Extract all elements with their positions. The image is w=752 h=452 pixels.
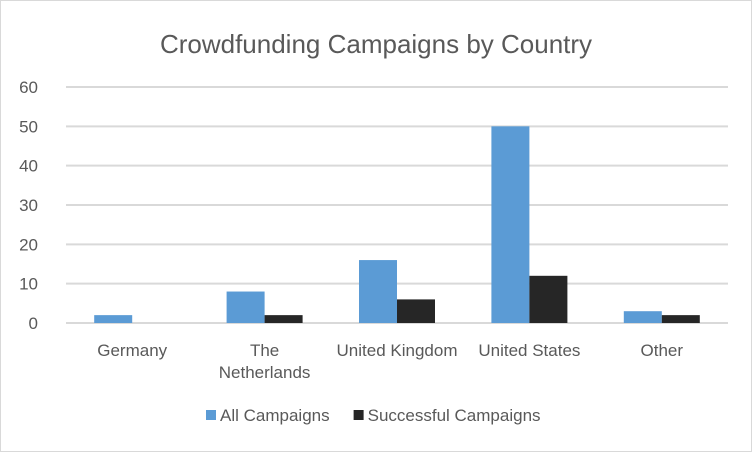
y-tick-label: 30: [19, 196, 38, 215]
x-tick-label: United Kingdom: [337, 341, 458, 360]
y-tick-label: 20: [19, 235, 38, 254]
bar-all-campaigns: [623, 311, 662, 323]
legend-label: Successful Campaigns: [368, 406, 541, 425]
chart-title: Crowdfunding Campaigns by Country: [160, 29, 592, 59]
bar-successful-campaigns: [661, 315, 700, 323]
bar-all-campaigns: [94, 315, 133, 323]
bar-successful-campaigns: [397, 299, 435, 323]
legend-swatch: [206, 410, 216, 420]
y-tick-label: 10: [19, 275, 38, 294]
y-tick-label: 60: [19, 78, 38, 97]
x-tick-label: Other: [641, 341, 684, 360]
bar-all-campaigns: [226, 291, 265, 323]
y-tick-label: 50: [19, 117, 38, 136]
y-tick-label: 0: [29, 314, 38, 333]
x-tick-label: Germany: [97, 341, 167, 360]
bar-successful-campaigns: [264, 315, 303, 323]
x-tick-label: The: [250, 341, 279, 360]
x-tick-label: Netherlands: [219, 363, 311, 382]
x-tick-label: United States: [478, 341, 580, 360]
legend-swatch: [353, 410, 364, 420]
y-tick-label: 40: [19, 157, 38, 176]
bar-all-campaigns: [491, 126, 530, 323]
legend-label: All Campaigns: [220, 406, 330, 425]
bar-successful-campaigns: [529, 275, 568, 323]
bar-all-campaigns: [359, 260, 397, 323]
